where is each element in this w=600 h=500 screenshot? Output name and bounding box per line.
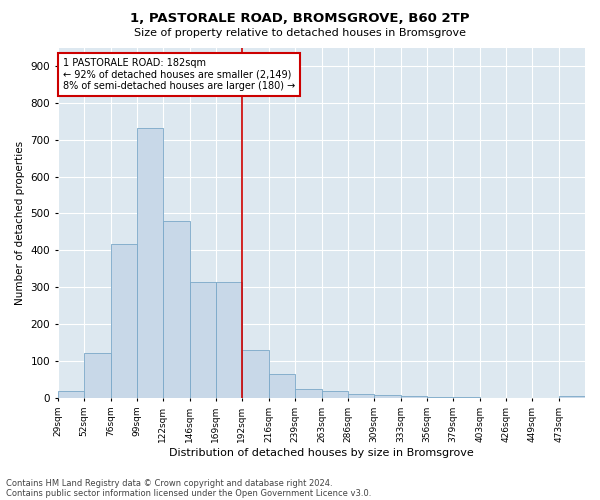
Text: 1 PASTORALE ROAD: 182sqm
← 92% of detached houses are smaller (2,149)
8% of semi: 1 PASTORALE ROAD: 182sqm ← 92% of detach… bbox=[63, 58, 295, 91]
Bar bbox=[58, 392, 84, 398]
Bar bbox=[322, 390, 348, 398]
Bar bbox=[137, 128, 163, 398]
Bar bbox=[111, 244, 137, 398]
Bar bbox=[559, 396, 585, 398]
X-axis label: Distribution of detached houses by size in Bromsgrove: Distribution of detached houses by size … bbox=[169, 448, 474, 458]
Text: Size of property relative to detached houses in Bromsgrove: Size of property relative to detached ho… bbox=[134, 28, 466, 38]
Bar bbox=[348, 394, 374, 398]
Bar bbox=[190, 282, 216, 398]
Bar bbox=[401, 396, 427, 398]
Bar bbox=[427, 397, 453, 398]
Bar bbox=[163, 221, 190, 398]
Bar bbox=[269, 374, 295, 398]
Bar bbox=[295, 388, 322, 398]
Y-axis label: Number of detached properties: Number of detached properties bbox=[15, 140, 25, 305]
Text: Contains HM Land Registry data © Crown copyright and database right 2024.: Contains HM Land Registry data © Crown c… bbox=[6, 478, 332, 488]
Text: 1, PASTORALE ROAD, BROMSGROVE, B60 2TP: 1, PASTORALE ROAD, BROMSGROVE, B60 2TP bbox=[130, 12, 470, 26]
Bar bbox=[453, 397, 480, 398]
Bar bbox=[374, 395, 401, 398]
Bar bbox=[84, 353, 111, 398]
Text: Contains public sector information licensed under the Open Government Licence v3: Contains public sector information licen… bbox=[6, 488, 371, 498]
Bar bbox=[216, 282, 242, 398]
Bar bbox=[242, 350, 269, 398]
